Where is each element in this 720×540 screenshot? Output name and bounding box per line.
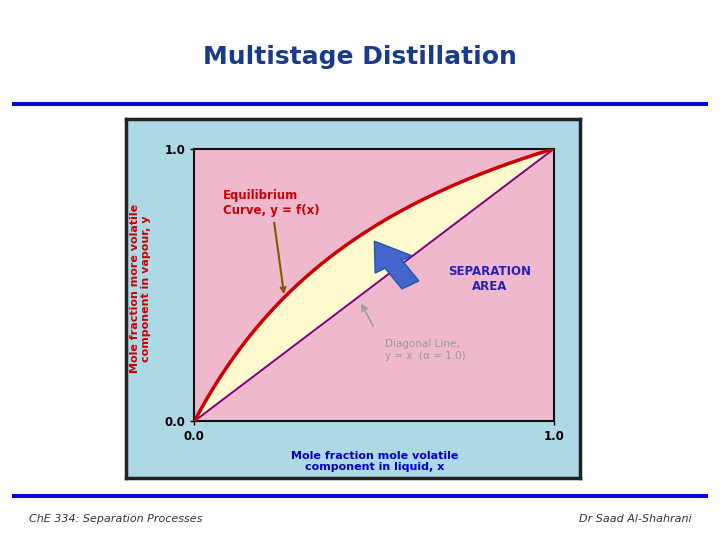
- Text: ChE 334: Separation Processes: ChE 334: Separation Processes: [29, 515, 202, 524]
- Text: Multistage Distillation: Multistage Distillation: [203, 45, 517, 69]
- Text: Mole fraction mole volatile
component in liquid, x: Mole fraction mole volatile component in…: [291, 451, 458, 472]
- Text: Mole fraction more volatile
component in vapour, y: Mole fraction more volatile component in…: [130, 204, 151, 374]
- Text: Dr Saad Al-Shahrani: Dr Saad Al-Shahrani: [579, 515, 691, 524]
- Text: Diagonal Line,
y = x  (α = 1.0): Diagonal Line, y = x (α = 1.0): [385, 340, 466, 361]
- Polygon shape: [374, 241, 419, 289]
- Text: Equilibrium
Curve, y = f(x): Equilibrium Curve, y = f(x): [223, 189, 320, 292]
- Text: SEPARATION
AREA: SEPARATION AREA: [448, 265, 531, 293]
